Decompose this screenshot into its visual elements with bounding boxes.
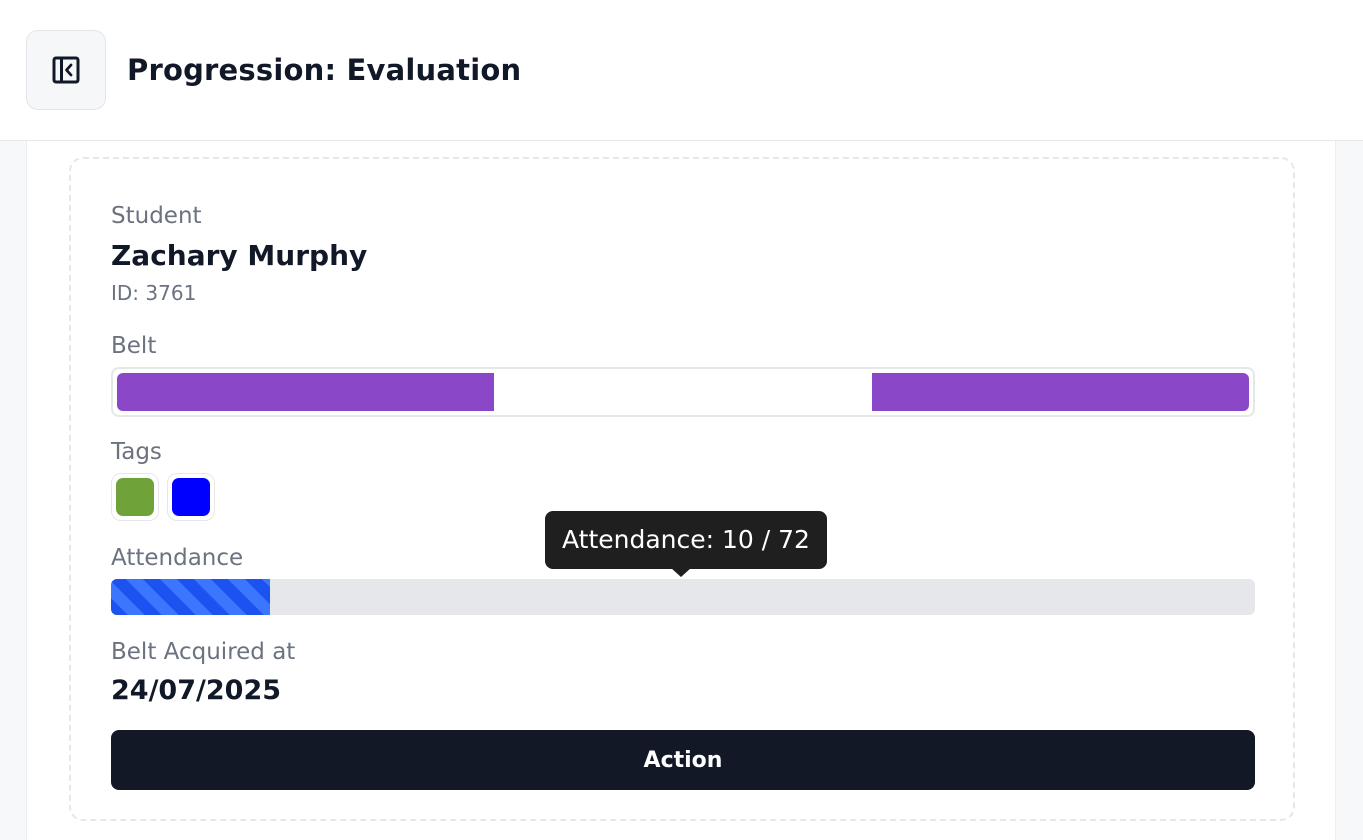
attendance-tooltip: Attendance: 10 / 72	[545, 511, 827, 569]
belt-bar	[111, 367, 1255, 417]
attendance-label: Attendance	[111, 545, 244, 571]
belt-segment	[494, 373, 873, 411]
tag-chip[interactable]	[167, 473, 215, 521]
belt-stripes	[117, 373, 1249, 411]
belt-acquired-date: 24/07/2025	[111, 675, 282, 706]
tag-chip[interactable]	[111, 473, 159, 521]
belt-segment	[117, 373, 496, 411]
belt-label: Belt	[111, 333, 157, 359]
belt-segment	[871, 373, 1249, 411]
sidebar-collapse-icon	[52, 56, 80, 84]
belt-acquired-label: Belt Acquired at	[111, 639, 296, 665]
tag-color-swatch	[116, 478, 154, 516]
attendance-progress-fill	[111, 579, 270, 615]
tags-list	[111, 473, 215, 521]
tooltip-arrow	[671, 568, 691, 577]
main-content: Student Zachary Murphy ID: 3761 Belt Tag…	[26, 141, 1336, 840]
sidebar-toggle-button[interactable]	[26, 30, 106, 110]
tag-color-swatch	[172, 478, 210, 516]
top-bar: Progression: Evaluation	[0, 0, 1363, 141]
attendance-progress-bar[interactable]	[111, 579, 1255, 615]
student-card: Student Zachary Murphy ID: 3761 Belt Tag…	[69, 157, 1295, 821]
student-name: Zachary Murphy	[111, 239, 368, 272]
page-title: Progression: Evaluation	[127, 53, 522, 87]
tags-label: Tags	[111, 439, 162, 465]
student-label: Student	[111, 203, 202, 229]
student-id: ID: 3761	[111, 281, 197, 305]
action-button[interactable]: Action	[111, 730, 1255, 790]
